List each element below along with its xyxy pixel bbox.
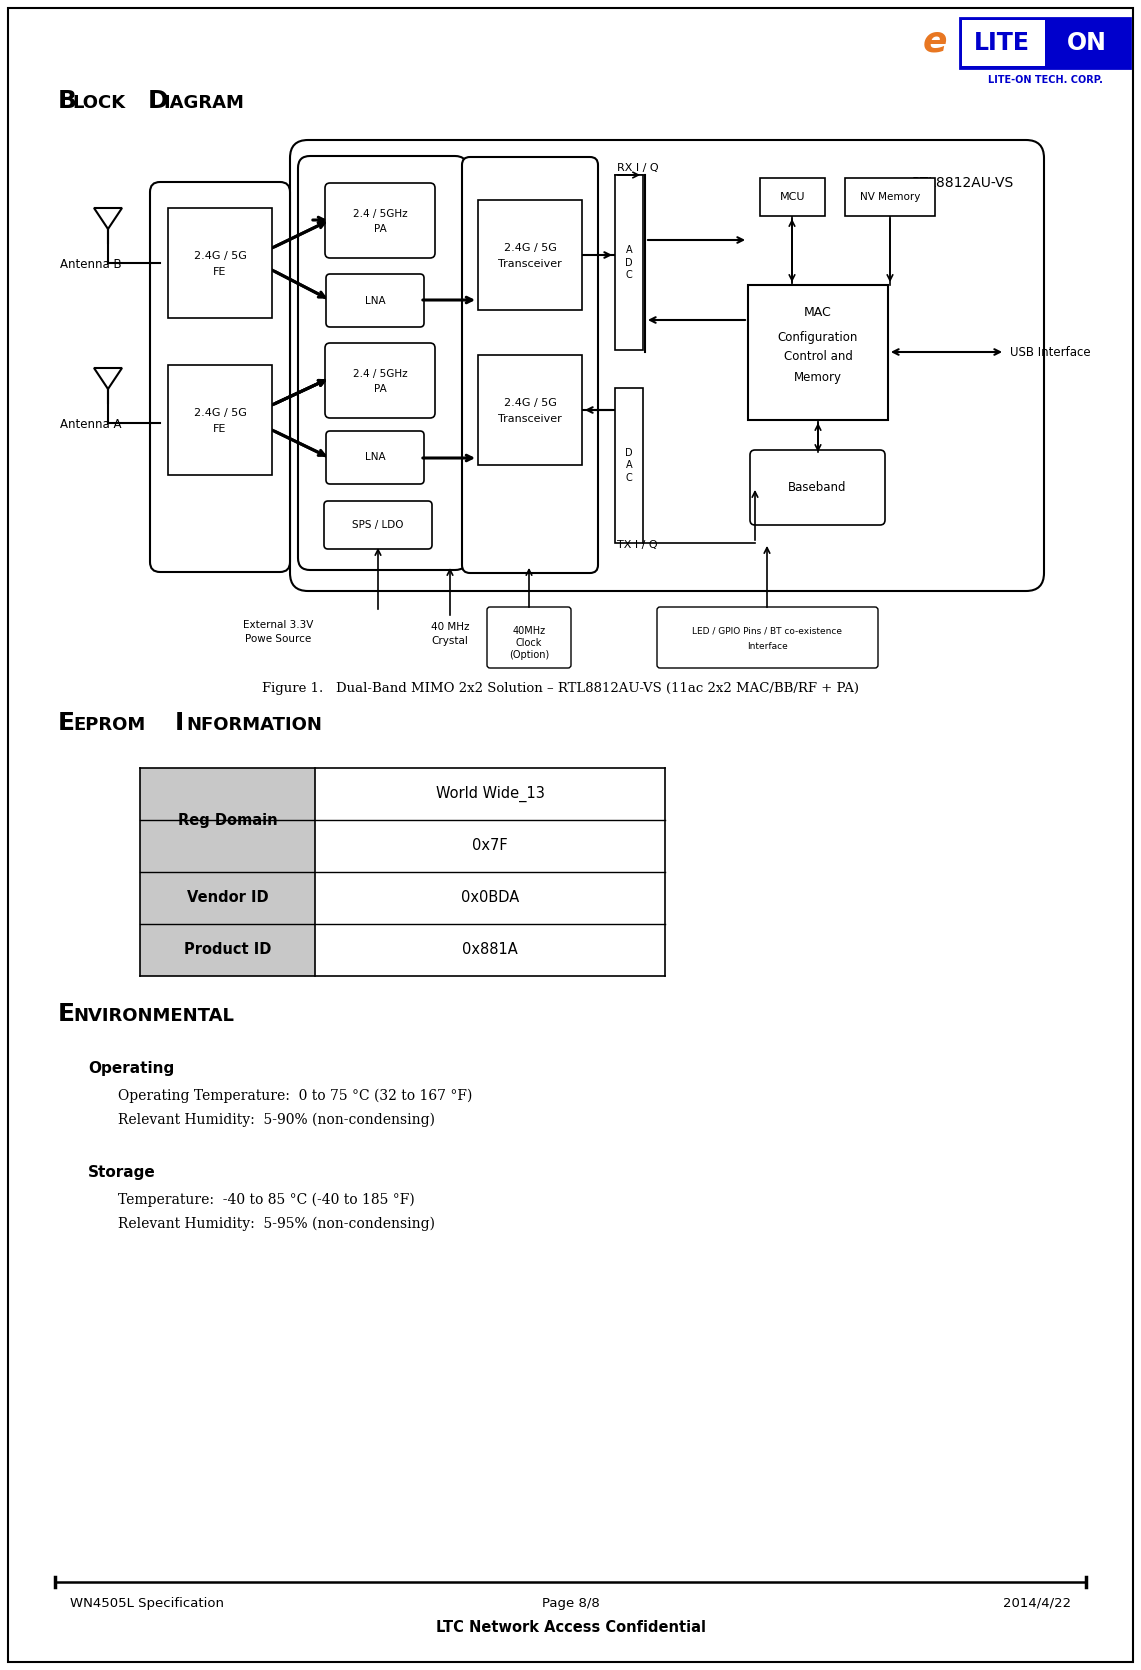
Text: Baseband: Baseband: [788, 481, 847, 494]
Text: NVIRONMENTAL: NVIRONMENTAL: [73, 1007, 234, 1025]
Text: LNA: LNA: [365, 453, 386, 463]
Text: RX I / Q: RX I / Q: [617, 164, 658, 174]
Text: e: e: [923, 25, 947, 58]
Text: 2.4G / 5G: 2.4G / 5G: [503, 397, 557, 407]
Text: Figure 1.   Dual-Band MIMO 2x2 Solution – RTL8812AU-VS (11ac 2x2 MAC/BB/RF + PA): Figure 1. Dual-Band MIMO 2x2 Solution – …: [261, 681, 858, 695]
Text: WN4505L Specification: WN4505L Specification: [70, 1597, 224, 1610]
Text: EPROM: EPROM: [73, 716, 145, 735]
FancyBboxPatch shape: [462, 157, 598, 573]
Text: D
A
C: D A C: [625, 448, 633, 483]
Text: World Wide_13: World Wide_13: [436, 787, 544, 802]
FancyBboxPatch shape: [326, 431, 424, 484]
Text: 2014/4/22: 2014/4/22: [1003, 1597, 1071, 1610]
Text: Page 8/8: Page 8/8: [542, 1597, 599, 1610]
FancyBboxPatch shape: [325, 184, 435, 257]
Bar: [845, 179, 934, 215]
Text: 2.4G / 5G: 2.4G / 5G: [194, 250, 246, 261]
Text: LED / GPIO Pins / BT co-existence: LED / GPIO Pins / BT co-existence: [693, 626, 842, 635]
Text: MCU: MCU: [779, 192, 806, 202]
Text: PA: PA: [373, 384, 387, 394]
Text: Antenna A: Antenna A: [60, 419, 121, 431]
Text: Vendor ID: Vendor ID: [187, 890, 268, 905]
Text: Relevant Humidity:  5-95% (non-condensing): Relevant Humidity: 5-95% (non-condensing…: [118, 1217, 435, 1231]
Text: 0x0BDA: 0x0BDA: [461, 890, 519, 905]
Text: E: E: [58, 1002, 75, 1025]
Text: FE: FE: [213, 424, 227, 434]
FancyBboxPatch shape: [326, 274, 424, 327]
FancyBboxPatch shape: [750, 449, 885, 524]
Text: Configuration: Configuration: [778, 331, 858, 344]
Bar: [960, 18, 1130, 68]
Text: Crystal: Crystal: [431, 636, 469, 646]
Text: RTL8812AU-VS: RTL8812AU-VS: [912, 175, 1014, 190]
Text: LTC Network Access Confidential: LTC Network Access Confidential: [436, 1620, 705, 1635]
Bar: [478, 200, 582, 311]
Text: LNA: LNA: [365, 296, 386, 306]
Bar: [140, 768, 315, 872]
FancyBboxPatch shape: [487, 606, 570, 668]
Bar: [140, 924, 315, 975]
Text: 0x7F: 0x7F: [472, 838, 508, 853]
Text: Reg Domain: Reg Domain: [178, 813, 277, 828]
Text: Memory: Memory: [794, 371, 842, 384]
FancyBboxPatch shape: [290, 140, 1044, 591]
Text: A
D
C: A D C: [625, 245, 633, 281]
Text: I: I: [175, 711, 184, 735]
Text: FE: FE: [213, 267, 227, 277]
Text: TX I / Q: TX I / Q: [617, 539, 657, 549]
Text: Antenna B: Antenna B: [60, 259, 122, 272]
Text: Clock: Clock: [516, 638, 542, 648]
Text: 2.4 / 5GHz: 2.4 / 5GHz: [353, 209, 407, 219]
FancyBboxPatch shape: [324, 501, 432, 549]
Text: Storage: Storage: [88, 1166, 156, 1181]
Text: MAC: MAC: [804, 307, 832, 319]
Text: Temperature:  -40 to 85 °C (-40 to 185 °F): Temperature: -40 to 85 °C (-40 to 185 °F…: [118, 1192, 414, 1207]
FancyBboxPatch shape: [657, 606, 879, 668]
Text: LITE: LITE: [974, 32, 1030, 55]
Text: Product ID: Product ID: [184, 942, 272, 957]
Text: IAGRAM: IAGRAM: [163, 94, 244, 112]
Text: External 3.3V: External 3.3V: [243, 620, 313, 630]
FancyBboxPatch shape: [149, 182, 290, 573]
Text: ON: ON: [1067, 32, 1107, 55]
Bar: [168, 366, 272, 474]
Text: Transceiver: Transceiver: [499, 259, 561, 269]
Bar: [168, 209, 272, 317]
Text: (Option): (Option): [509, 651, 549, 661]
Text: Powe Source: Powe Source: [245, 635, 311, 645]
Text: Control and: Control and: [784, 351, 852, 364]
Text: B: B: [58, 89, 76, 114]
Text: Relevant Humidity:  5-90% (non-condensing): Relevant Humidity: 5-90% (non-condensing…: [118, 1112, 435, 1127]
Text: Operating Temperature:  0 to 75 °C (32 to 167 °F): Operating Temperature: 0 to 75 °C (32 to…: [118, 1089, 472, 1104]
FancyBboxPatch shape: [298, 155, 467, 569]
Text: Interface: Interface: [747, 641, 788, 651]
Bar: [615, 387, 644, 543]
Text: USB Interface: USB Interface: [1010, 346, 1091, 359]
Text: PA: PA: [373, 224, 387, 234]
Text: 2.4G / 5G: 2.4G / 5G: [194, 407, 246, 418]
Text: NV Memory: NV Memory: [860, 192, 920, 202]
Text: LITE-ON TECH. CORP.: LITE-ON TECH. CORP.: [988, 75, 1102, 85]
Bar: [748, 286, 888, 419]
Bar: [478, 356, 582, 464]
Text: 40MHz: 40MHz: [512, 626, 545, 636]
FancyBboxPatch shape: [325, 342, 435, 418]
Text: 0x881A: 0x881A: [462, 942, 518, 957]
Text: 2.4 / 5GHz: 2.4 / 5GHz: [353, 369, 407, 379]
Text: 40 MHz: 40 MHz: [431, 621, 469, 631]
Text: Transceiver: Transceiver: [499, 414, 561, 424]
Bar: [615, 175, 644, 351]
Text: E: E: [58, 711, 75, 735]
Text: NFORMATION: NFORMATION: [186, 716, 322, 735]
Text: D: D: [148, 89, 169, 114]
Bar: [760, 179, 825, 215]
Text: 2.4G / 5G: 2.4G / 5G: [503, 244, 557, 252]
Text: LOCK: LOCK: [72, 94, 126, 112]
Text: SPS / LDO: SPS / LDO: [353, 519, 404, 529]
Bar: [962, 20, 1045, 67]
Bar: [140, 872, 315, 924]
Text: Operating: Operating: [88, 1060, 175, 1075]
